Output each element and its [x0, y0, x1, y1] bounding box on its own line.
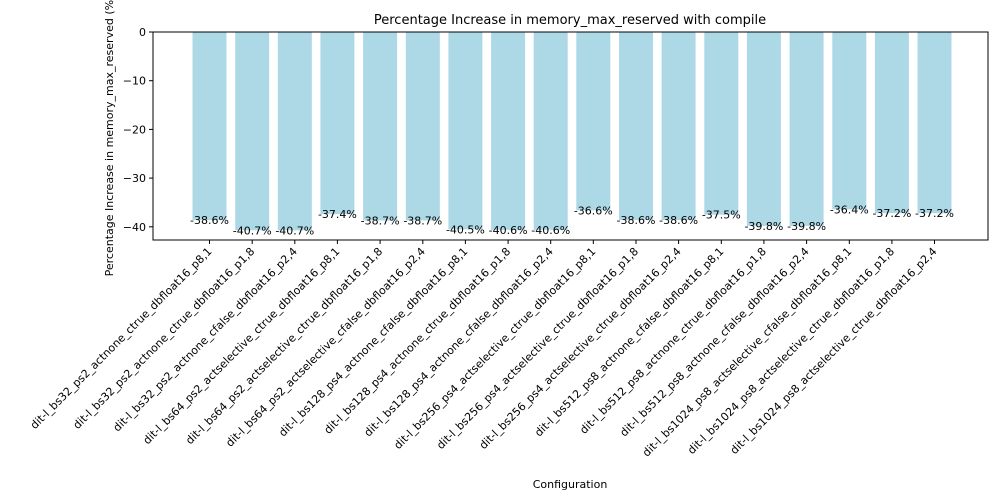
bar: [874, 32, 909, 214]
bar: [704, 32, 739, 215]
bar: [533, 32, 568, 230]
y-tick-label: −40: [123, 221, 146, 234]
bar-value-label: -36.4%: [830, 203, 869, 216]
bar: [789, 32, 824, 226]
bar-value-label: -39.8%: [787, 220, 826, 233]
bar-value-label: -40.7%: [275, 224, 314, 237]
bar: [746, 32, 781, 226]
bar: [491, 32, 526, 230]
bar-value-label: -37.4%: [318, 208, 357, 221]
chart-title: Percentage Increase in memory_max_reserv…: [374, 13, 766, 28]
x-axis-label: Configuration: [533, 478, 608, 491]
bar: [619, 32, 653, 220]
bar-value-label: -40.6%: [489, 224, 528, 237]
bar-value-label: -37.2%: [915, 207, 954, 220]
bar: [661, 32, 696, 220]
bar-value-label: -40.6%: [531, 224, 570, 237]
plot-frame: [152, 31, 989, 241]
bar-value-label: -40.5%: [446, 223, 485, 236]
bar-value-label: -37.5%: [702, 209, 741, 222]
bar: [192, 32, 227, 220]
bar: [363, 32, 398, 221]
y-tick-label: −10: [123, 75, 146, 88]
y-axis-label: Percentage Increase in memory_max_reserv…: [103, 0, 116, 276]
x-tick-label: dit-l_bs1024_ps8_actselective_ctrue_dbfl…: [685, 245, 897, 457]
bar-value-label: -40.7%: [233, 224, 272, 237]
x-tick-label: dit-l_bs1024_ps8_actselective_ctrue_dbfl…: [728, 245, 940, 457]
bar: [277, 32, 312, 231]
x-tick-label: dit-l_bs64_ps2_actselective_ctrue_dbfloa…: [140, 245, 342, 447]
bar-value-label: -36.6%: [574, 204, 613, 217]
bar: [405, 32, 440, 221]
bar: [917, 32, 952, 214]
bar-value-label: -38.6%: [190, 214, 229, 227]
y-tick-label: −30: [123, 172, 146, 185]
bar-value-label: -38.6%: [659, 214, 698, 227]
x-tick-label: dit-l_bs256_ps4_actselective_ctrue_dbflo…: [391, 245, 598, 452]
x-tick-label: dit-l_bs256_ps4_actselective_ctrue_dbflo…: [477, 245, 684, 452]
y-tick-label: −20: [123, 123, 146, 136]
bar-value-label: -38.7%: [403, 215, 442, 228]
bar: [448, 32, 483, 230]
value-labels-group: -38.6% -40.7% -40.7% -37.4% -38.7% -38.7% -40.…: [190, 203, 954, 237]
y-axis: 0 −10 −20 −30 −40: [123, 26, 153, 234]
bar: [235, 32, 270, 231]
bar: [576, 32, 611, 211]
bar-value-label: -38.7%: [361, 215, 400, 228]
x-tick-label: dit-l_bs64_ps2_actselective_ctrue_dbfloa…: [183, 245, 385, 447]
bars-group: [192, 32, 952, 231]
x-tick-label: dit-l_bs256_ps4_actselective_ctrue_dbflo…: [434, 245, 641, 452]
bar: [320, 32, 355, 215]
x-tick-label: dit-l_bs64_ps2_actselective_cfalse_dbflo…: [223, 245, 428, 450]
bar-value-label: -37.2%: [872, 207, 911, 220]
y-tick-label: 0: [139, 26, 146, 39]
x-axis: dit-l_bs32_ps2_actnone_ctrue_dbfloat16_p…: [28, 240, 940, 459]
bar-value-label: -38.6%: [617, 214, 656, 227]
bar-value-label: -39.8%: [744, 220, 783, 233]
bar: [832, 32, 867, 210]
